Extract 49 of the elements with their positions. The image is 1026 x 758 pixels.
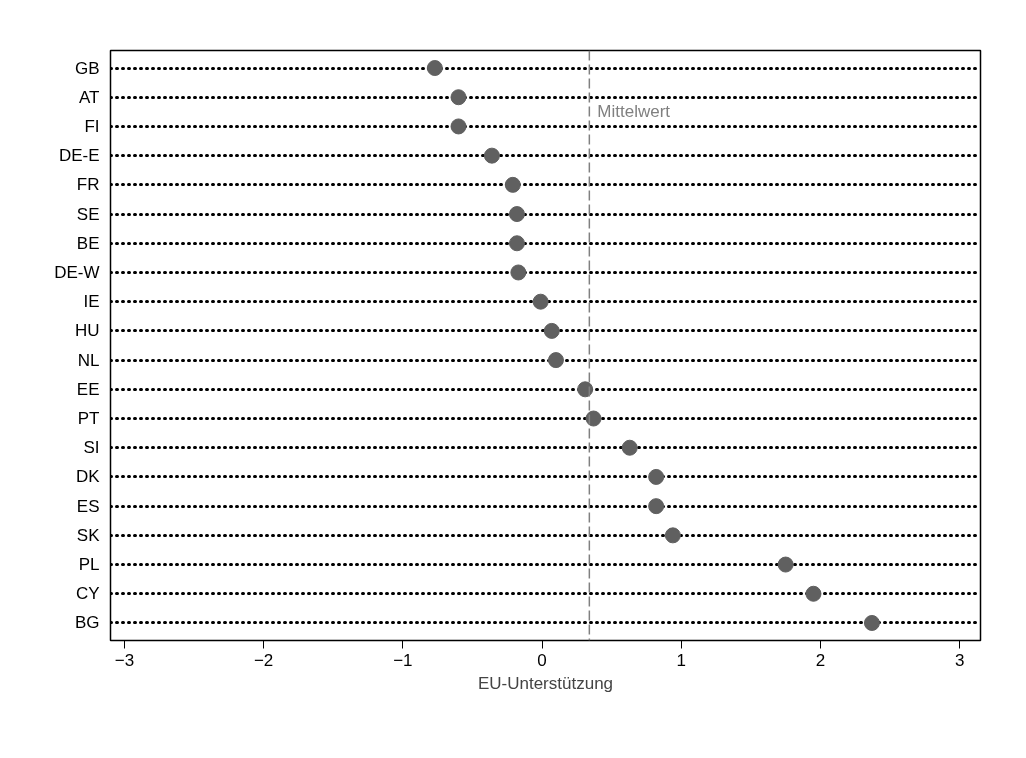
point	[510, 264, 527, 281]
y-tick-label: DK	[75, 467, 101, 487]
point	[508, 235, 525, 252]
point	[777, 556, 794, 573]
y-tick-label: PT	[77, 409, 100, 429]
point	[450, 89, 467, 106]
point	[543, 322, 560, 339]
x-tick-label: −2	[253, 650, 274, 670]
y-tick-label: CY	[75, 584, 100, 604]
point	[805, 585, 822, 602]
x-tick-label: 3	[954, 650, 965, 670]
x-axis-title: EU-Unterstützung	[477, 673, 614, 693]
y-tick-label: ES	[76, 496, 100, 516]
x-tick-label: 2	[815, 650, 826, 670]
x-tick-label: −1	[393, 650, 413, 670]
point	[664, 527, 681, 544]
point	[426, 60, 443, 77]
point	[483, 147, 500, 164]
point	[450, 118, 467, 135]
point	[585, 410, 602, 427]
y-tick-label: NL	[77, 350, 100, 370]
y-tick-label: GB	[74, 58, 100, 78]
point	[648, 498, 665, 515]
point	[547, 352, 564, 369]
y-tick-label: DE-E	[58, 146, 100, 166]
y-tick-label: SE	[76, 204, 100, 224]
ref-line-label: Mittelwert	[597, 102, 671, 122]
y-tick-label: FI	[84, 116, 100, 136]
y-tick-label: PL	[78, 555, 100, 575]
point	[863, 614, 880, 631]
point	[577, 381, 594, 398]
y-tick-label: BE	[76, 233, 100, 253]
point	[532, 293, 549, 310]
y-tick-label: BG	[74, 613, 100, 633]
y-tick-label: SK	[76, 525, 101, 545]
y-tick-label: HU	[74, 321, 100, 341]
y-tick-label: EE	[76, 379, 100, 399]
y-tick-label: FR	[76, 175, 100, 195]
x-tick-label: −3	[114, 650, 135, 670]
point	[508, 206, 525, 223]
y-tick-label: IE	[83, 292, 100, 312]
point	[504, 176, 521, 193]
x-tick-label: 1	[676, 650, 686, 670]
point	[648, 468, 665, 485]
x-tick-label: 0	[537, 650, 547, 670]
point	[621, 439, 638, 456]
y-tick-label: SI	[83, 438, 100, 458]
y-tick-label: DE-W	[54, 262, 100, 282]
y-tick-label: AT	[79, 87, 100, 107]
